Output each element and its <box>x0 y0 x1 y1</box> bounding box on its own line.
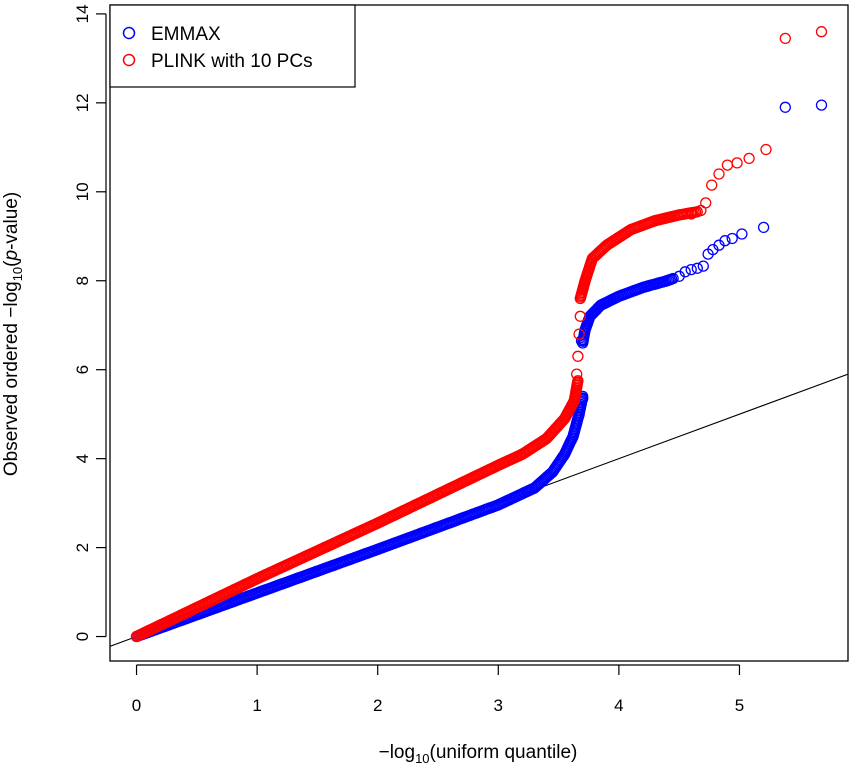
data-point <box>760 143 772 156</box>
x-tick-label: 5 <box>735 696 744 715</box>
data-point <box>736 228 748 240</box>
y-tick-label: 4 <box>73 454 92 463</box>
data-point <box>726 232 738 245</box>
data-point <box>721 159 734 171</box>
series-plink <box>130 26 828 643</box>
data-point <box>572 350 584 362</box>
data-point <box>815 99 828 111</box>
y-tick-label: 12 <box>73 93 92 112</box>
y-tick-label: 2 <box>73 543 92 552</box>
data-point <box>700 197 712 209</box>
data-point <box>667 272 679 285</box>
data-point <box>685 208 697 220</box>
data-point <box>719 235 731 247</box>
x-axis: 0 1 2 3 4 5 <box>132 664 744 715</box>
legend: EMMAX PLINK with 10 PCs <box>109 4 356 88</box>
x-tick-label: 3 <box>494 696 503 715</box>
y-axis-title: Observed ordered −log10(p-value) <box>1 192 25 476</box>
data-point <box>679 266 691 278</box>
data-point <box>573 328 585 340</box>
data-point <box>685 263 697 276</box>
data-point <box>572 375 584 387</box>
x-tick-label: 4 <box>614 696 623 715</box>
x-tick-label: 0 <box>132 696 141 715</box>
data-point <box>697 260 709 272</box>
y-tick-label: 14 <box>73 4 92 23</box>
x-tick-label: 2 <box>373 696 382 715</box>
plot-frame <box>109 4 849 662</box>
y-tick-label: 10 <box>73 182 92 201</box>
x-axis-title: −log10(uniform quantile) <box>379 742 578 765</box>
y-tick-label: 6 <box>73 365 92 374</box>
data-point <box>743 152 755 165</box>
data-point <box>779 101 791 113</box>
data-point <box>691 262 703 274</box>
data-point <box>713 168 725 180</box>
data-point <box>731 157 743 169</box>
data-point <box>815 26 828 38</box>
legend-label-emmax: EMMAX <box>151 24 221 45</box>
data-point <box>757 221 770 234</box>
legend-marker-plink <box>122 53 136 67</box>
points-layer <box>130 26 828 643</box>
data-point <box>574 310 586 322</box>
y-tick-label: 0 <box>73 632 92 641</box>
data-point <box>571 368 583 380</box>
y-tick-label: 8 <box>73 276 92 285</box>
data-point <box>575 335 588 347</box>
legend-marker-emmax <box>122 26 136 40</box>
series-emmax <box>130 99 828 643</box>
data-point <box>706 179 718 191</box>
x-tick-label: 1 <box>252 696 261 715</box>
data-point <box>779 32 791 45</box>
legend-box <box>109 4 356 88</box>
y-axis: 0 2 4 6 8 10 12 14 <box>73 4 107 641</box>
legend-label-plink: PLINK with 10 PCs <box>151 51 313 72</box>
